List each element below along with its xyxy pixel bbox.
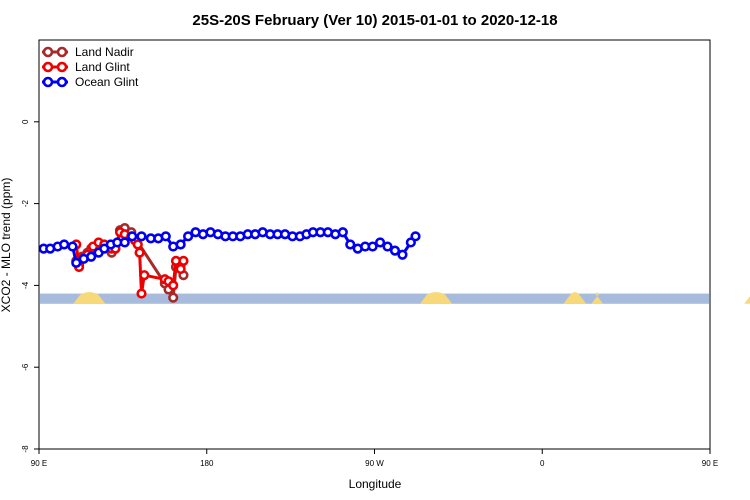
land-band xyxy=(73,292,106,304)
axes: 0-2-4-6-890 E 180 90 W 0 90 E xyxy=(21,119,718,468)
ocean-band xyxy=(40,293,709,304)
land-band xyxy=(419,292,453,304)
legend-label-land-nadir: Land Nadir xyxy=(75,45,134,59)
legend-label-land-glint: Land Glint xyxy=(75,60,130,74)
data-point-ocean-glint xyxy=(410,231,421,242)
legend-marker-land-glint xyxy=(42,61,54,73)
legend-marker-ocean-glint xyxy=(56,76,68,88)
x-tick-label: 90 W xyxy=(365,459,384,468)
y-tick-label: -2 xyxy=(21,199,30,207)
legend-marker-land-glint xyxy=(56,61,68,73)
data-point-land-glint xyxy=(139,270,150,281)
data-point-land-nadir xyxy=(168,292,179,303)
data-point-ocean-glint xyxy=(67,241,78,252)
x-tick-label: 180 xyxy=(200,459,214,468)
land-ocean-strip xyxy=(40,292,750,304)
legend-marker-ocean-glint xyxy=(42,76,54,88)
data-point-land-glint xyxy=(136,288,147,299)
data-point-ocean-glint xyxy=(160,231,171,242)
series-layer xyxy=(38,223,421,303)
data-point-ocean-glint xyxy=(345,239,356,250)
data-point-ocean-glint xyxy=(119,237,130,248)
y-tick-label: -6 xyxy=(21,363,30,371)
land-band xyxy=(563,292,587,304)
data-point-ocean-glint xyxy=(337,227,348,238)
data-point-ocean-glint xyxy=(86,251,97,262)
data-point-ocean-glint xyxy=(374,237,386,248)
data-point-land-glint xyxy=(175,263,186,275)
legend-item-ocean-glint: Ocean Glint xyxy=(42,75,139,89)
chart-title: 25S-20S February (Ver 10) 2015-01-01 to … xyxy=(192,12,557,29)
data-point-ocean-glint xyxy=(397,249,408,260)
data-point-ocean-glint xyxy=(175,239,186,250)
data-point-ocean-glint xyxy=(127,231,138,242)
land-band xyxy=(591,292,604,304)
legend-item-land-nadir: Land Nadir xyxy=(42,45,134,59)
data-point-ocean-glint xyxy=(389,245,401,256)
series-ocean-glint xyxy=(38,227,421,269)
y-tick-label: -8 xyxy=(21,445,30,453)
data-point-ocean-glint xyxy=(382,241,393,252)
land-band xyxy=(744,296,750,304)
data-point-ocean-glint xyxy=(367,241,378,252)
data-point-land-glint xyxy=(134,247,145,258)
data-point-ocean-glint xyxy=(59,239,70,250)
legend: Land Nadir Land Glint Ocean Glint xyxy=(42,45,139,89)
y-tick-label: 0 xyxy=(21,119,30,124)
legend-item-land-glint: Land Glint xyxy=(42,60,130,74)
legend-label-ocean-glint: Ocean Glint xyxy=(75,75,139,89)
x-tick-label: 0 xyxy=(540,459,545,468)
data-point-land-glint xyxy=(168,280,179,291)
legend-marker-land-nadir xyxy=(56,46,68,58)
data-point-ocean-glint xyxy=(136,231,147,242)
data-point-ocean-glint xyxy=(183,231,194,242)
y-axis-label: XCO2 - MLO trend (ppm) xyxy=(0,178,13,313)
data-point-ocean-glint xyxy=(71,257,82,269)
y-tick-label: -4 xyxy=(21,281,30,289)
x-axis-label: Longitude xyxy=(349,477,402,491)
x-tick-label: 90 E xyxy=(31,459,47,468)
data-point-land-glint xyxy=(132,239,143,250)
data-point-land-glint xyxy=(178,255,189,266)
legend-marker-land-nadir xyxy=(42,46,54,58)
x-tick-label: 90 E xyxy=(702,459,718,468)
